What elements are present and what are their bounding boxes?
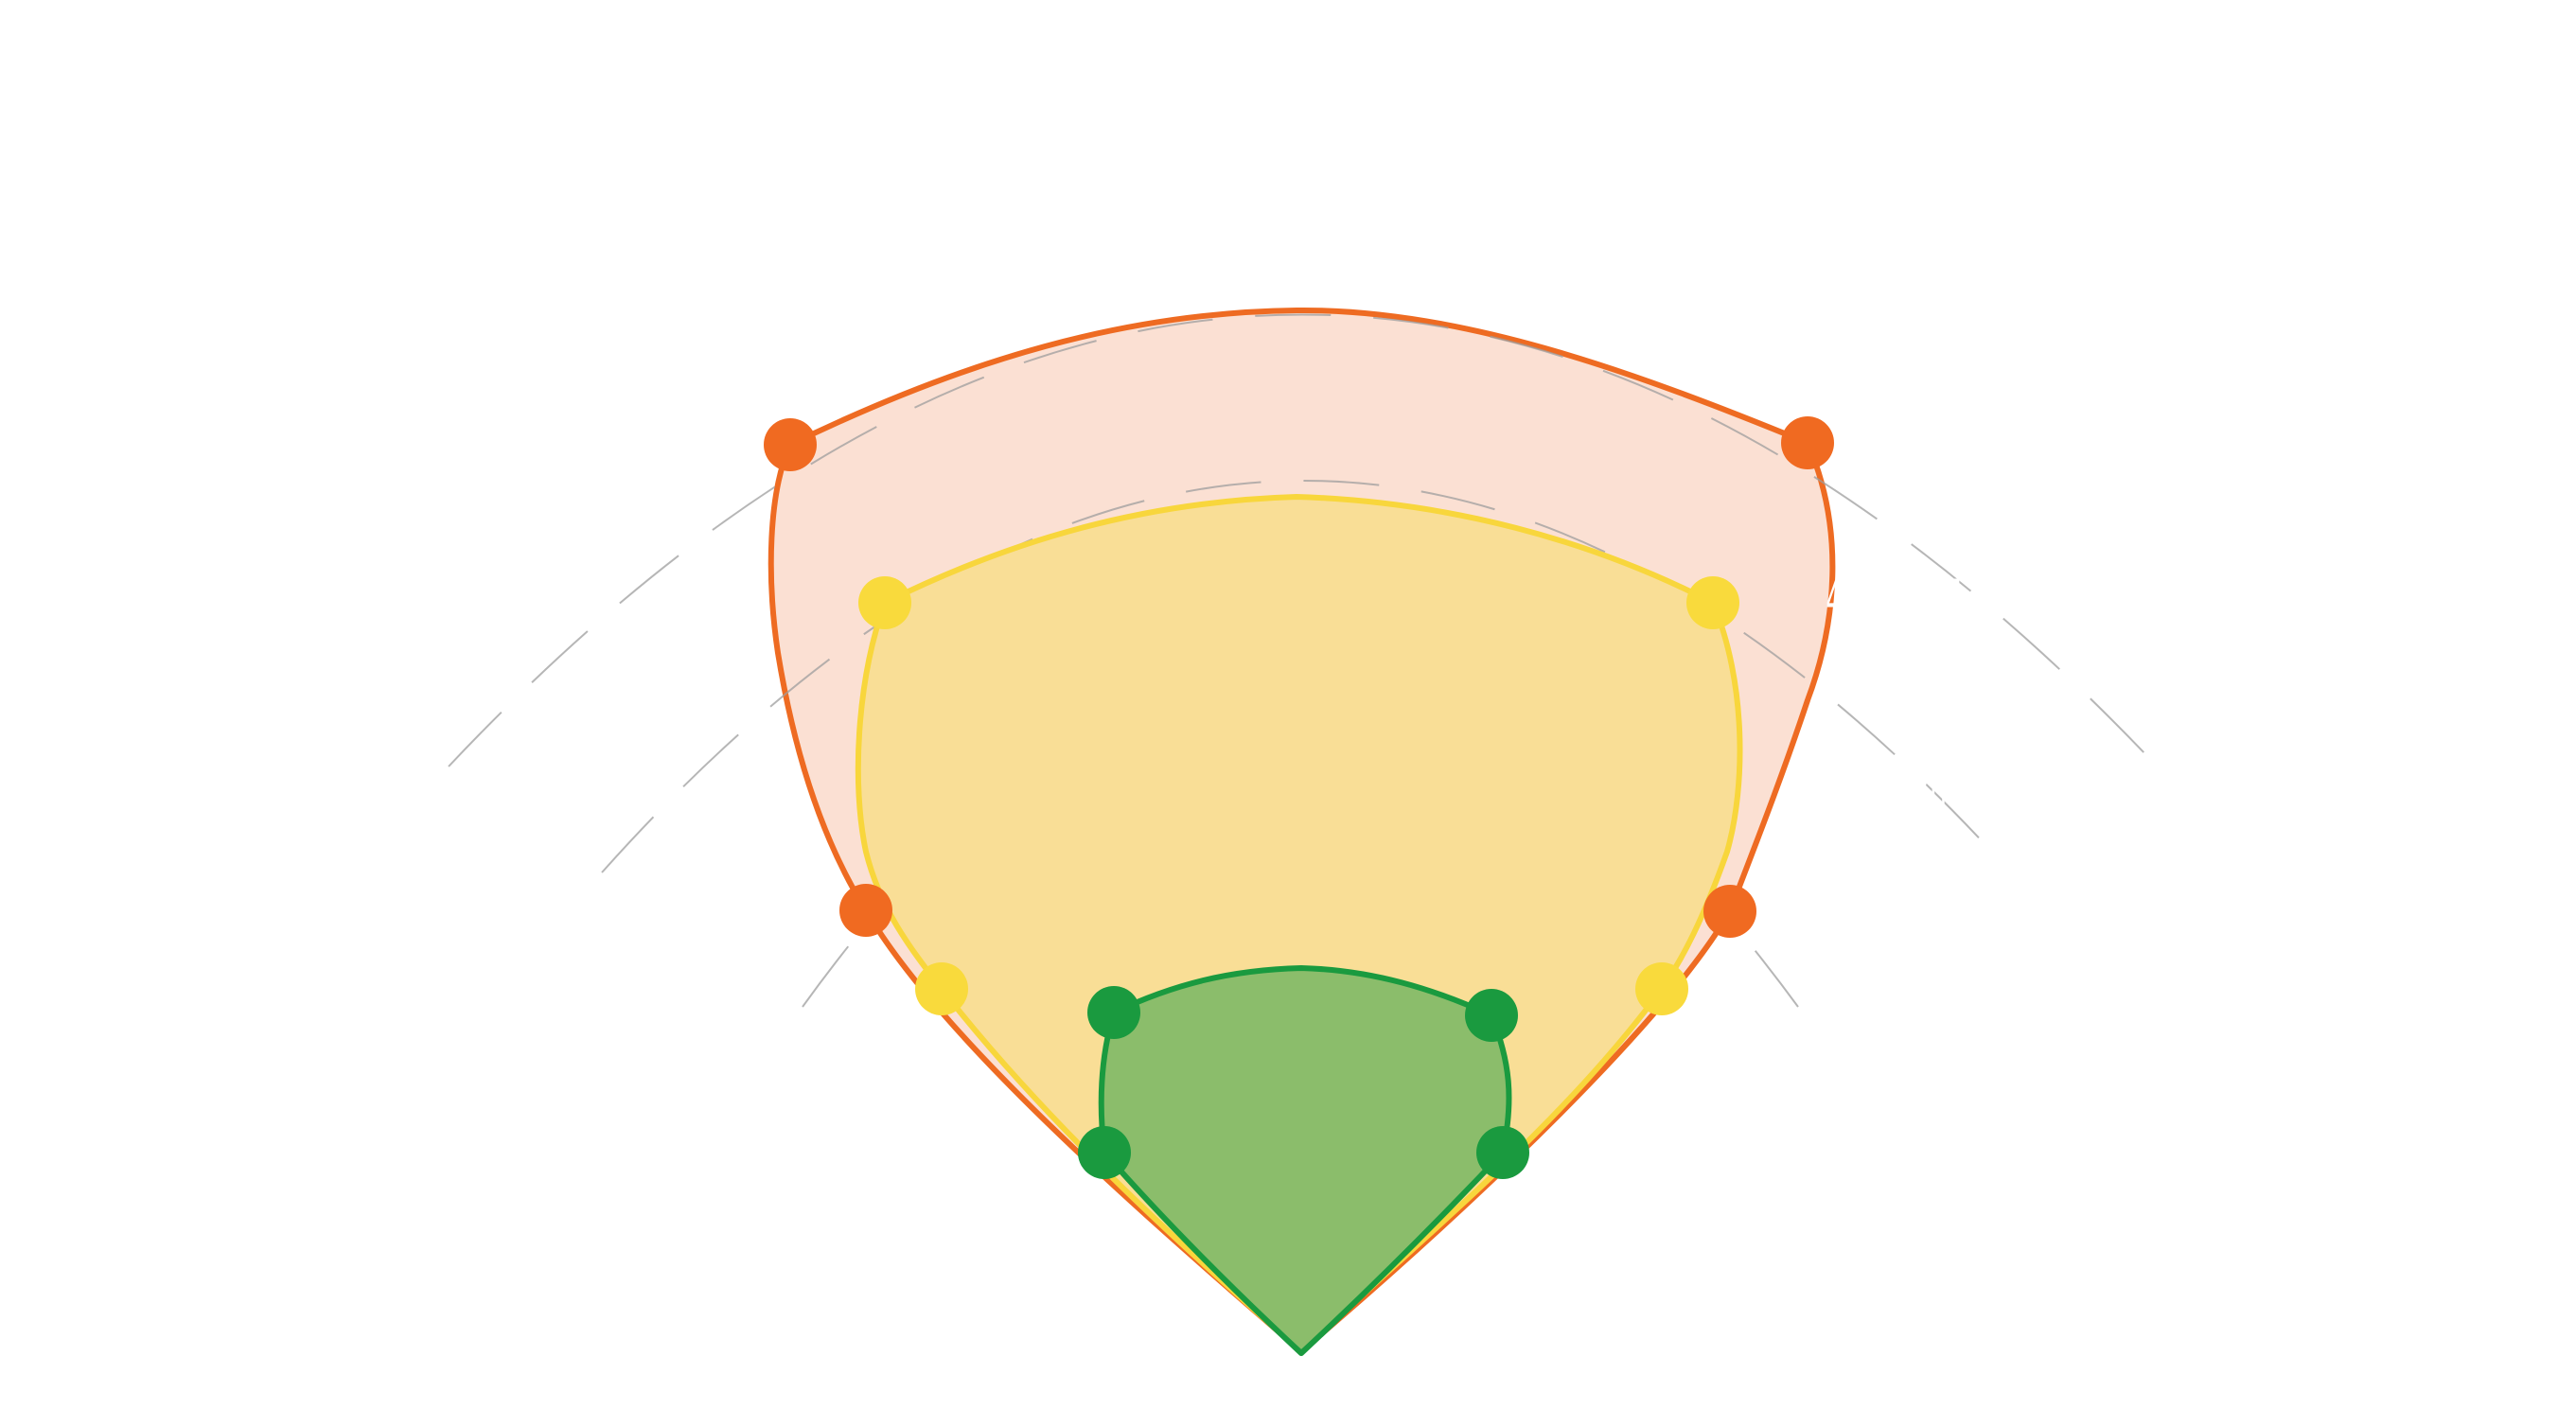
- middle-zone-marker-bottom-left: [915, 962, 968, 1015]
- distance-label-45: 45’ [14 m]: [1826, 571, 1961, 627]
- middle-zone-marker-top-right: [1686, 576, 1739, 629]
- inner-zone-marker-bottom-left: [1078, 1126, 1131, 1179]
- distance-label-20: 20’ [6 m]: [1827, 760, 1947, 817]
- inner-zone-marker-top-left: [1087, 986, 1140, 1039]
- inner-zone-shape: [1098, 965, 1512, 1356]
- inner-zone-marker-top-right: [1465, 989, 1518, 1042]
- outer-zone-marker-bottom-right: [1703, 885, 1756, 938]
- guide-arc-middle: [601, 480, 2002, 873]
- distance-label-10: 10’ [3 m]: [1827, 842, 1947, 899]
- guide-arc-outer: [448, 313, 2149, 767]
- middle-zone-marker-bottom-right: [1635, 962, 1688, 1015]
- outer-zone-marker-top-right: [1781, 416, 1834, 469]
- outer-zone-marker-top-left: [764, 418, 817, 471]
- middle-zone-marker-top-left: [858, 576, 911, 629]
- distance-label-70: 70’ [21 m]: [1832, 360, 1967, 416]
- outer-zone-marker-bottom-left: [839, 884, 892, 937]
- inner-zone-marker-bottom-right: [1476, 1126, 1529, 1179]
- distance-label-35: 35’ [11 m]: [1826, 645, 1961, 702]
